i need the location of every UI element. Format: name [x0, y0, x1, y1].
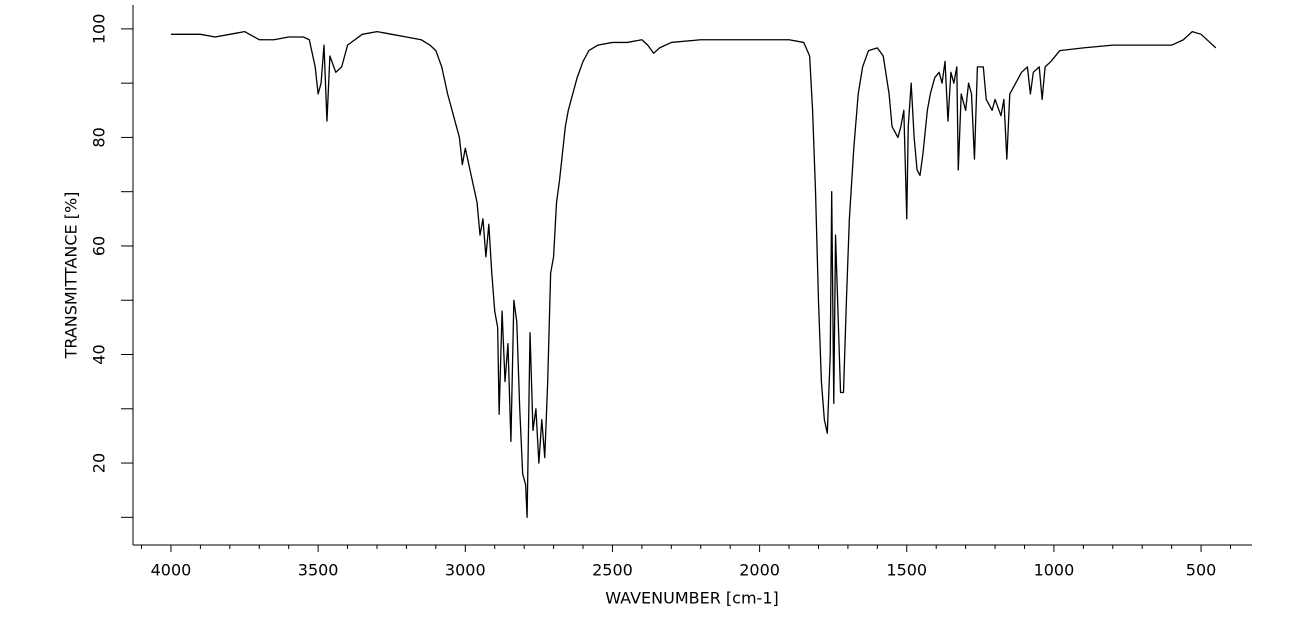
- x-tick-label: 1000: [1034, 561, 1075, 580]
- y-tick-label: 80: [90, 127, 109, 147]
- y-tick-label: 20: [90, 453, 109, 473]
- y-tick-label: 60: [90, 236, 109, 256]
- x-tick-label: 4000: [151, 561, 192, 580]
- x-tick-label: 2000: [739, 561, 780, 580]
- x-tick-label: 1500: [886, 561, 927, 580]
- x-tick-label: 2500: [592, 561, 633, 580]
- y-axis-title: TRANSMITTANCE [%]: [62, 192, 81, 360]
- y-tick-label: 40: [90, 344, 109, 364]
- x-tick-label: 3000: [445, 561, 486, 580]
- spectrum-line: [170, 30, 1217, 518]
- y-tick-label: 100: [90, 14, 109, 45]
- x-tick-label: 3500: [298, 561, 339, 580]
- x-axis-title: WAVENUMBER [cm-1]: [605, 589, 779, 608]
- x-tick-label: 500: [1186, 561, 1217, 580]
